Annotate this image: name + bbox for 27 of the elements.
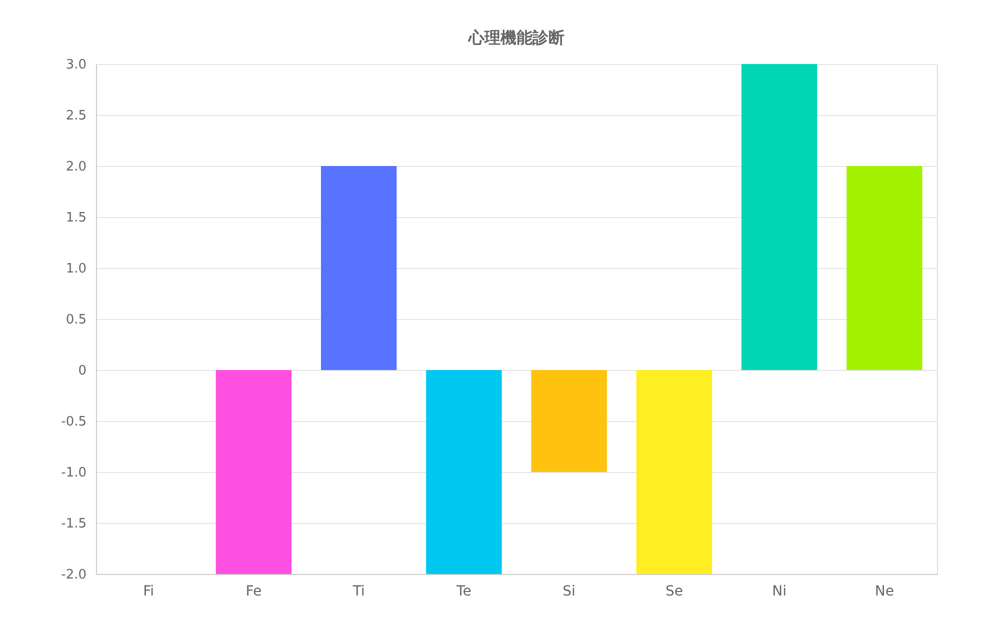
x-tick-label: Fi — [143, 584, 154, 600]
x-tick-label: Se — [665, 584, 683, 600]
bar — [636, 370, 712, 574]
bar — [426, 370, 502, 574]
y-tick-label: 1.5 — [66, 210, 86, 226]
x-tick-label: Si — [562, 584, 576, 600]
x-tick-label: Fe — [246, 584, 262, 600]
bar — [216, 370, 292, 574]
y-tick-label: -1.0 — [61, 466, 86, 480]
x-tick-label: Ti — [352, 584, 365, 600]
bar — [741, 64, 818, 370]
y-tick-label: 2.5 — [66, 108, 86, 124]
x-tick-label: Ni — [772, 584, 786, 600]
bar — [846, 166, 922, 370]
bar — [531, 370, 607, 472]
x-tick-label: Te — [456, 584, 472, 600]
x-tick-label: Ne — [874, 584, 894, 600]
y-tick-label: -1.5 — [61, 516, 86, 532]
y-tick-label: 1.0 — [66, 262, 86, 276]
y-tick-label: 0.5 — [66, 312, 86, 328]
chart-title: 心理機能診断 — [468, 28, 564, 47]
y-tick-label: 2.0 — [66, 160, 86, 174]
bar — [320, 166, 397, 370]
y-tick-label: 0 — [78, 364, 86, 378]
y-tick-label: -0.5 — [61, 414, 86, 430]
y-tick-label: -2.0 — [61, 568, 86, 582]
y-tick-label: 3.0 — [66, 58, 86, 72]
